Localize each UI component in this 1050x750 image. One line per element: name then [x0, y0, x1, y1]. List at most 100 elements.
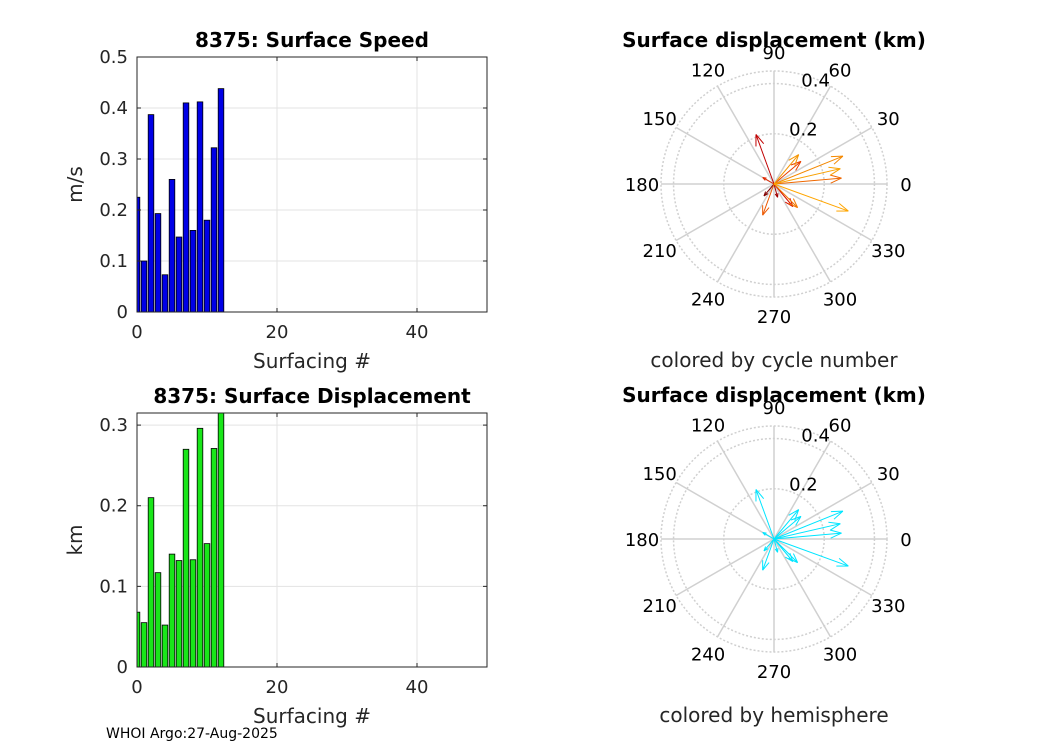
polar-cycle-arrow	[773, 183, 798, 208]
speed-ytick-label: 0.1	[99, 251, 128, 272]
speed-xtick-label: 0	[131, 322, 142, 343]
speed-xtick-label: 20	[266, 322, 289, 343]
polar-cycle-radius-label: 0.4	[801, 71, 830, 92]
polar-cycle-arrow	[773, 183, 779, 198]
displacement-plot-area	[137, 413, 487, 667]
polar-cycle-arrow	[773, 161, 802, 185]
polar-hemisphere-angle-label: 240	[691, 644, 725, 665]
polar-hemisphere-angle-label: 150	[643, 464, 677, 485]
polar-hemisphere-arrow-head	[833, 510, 844, 520]
polar-hemisphere-radius-label: 0.4	[801, 426, 830, 447]
displacement-title: 8375: Surface Displacement	[153, 384, 471, 408]
polar-cycle-arrow	[763, 183, 775, 197]
speed-ytick-label: 0.4	[99, 98, 128, 119]
polar-hemisphere-arrow	[773, 538, 779, 553]
polar-hemisphere-arrow-head	[795, 516, 802, 526]
speed-bar	[203, 219, 211, 313]
polar-hemisphere-title: Surface displacement (km)	[622, 383, 926, 407]
polar-cycle-arrow-head	[785, 201, 794, 207]
displacement-bar	[217, 412, 225, 668]
polar-cycle-caption: colored by cycle number	[650, 348, 898, 372]
polar-cycle-arrow-head	[830, 177, 842, 184]
speed-plot-area	[137, 57, 487, 312]
polar-hemisphere-arrow-head	[785, 556, 794, 562]
speed-ytick-label: 0.3	[99, 149, 128, 170]
polar-cycle-arrow-head	[794, 154, 800, 166]
speed-bar	[147, 114, 155, 313]
polar-hemisphere-arrow-head	[794, 509, 800, 521]
displacement-ylabel: km	[63, 524, 87, 555]
speed-ytick-label: 0.2	[99, 200, 128, 221]
polar-cycle-angle-label: 240	[691, 289, 725, 310]
polar-cycle-arrow-head	[755, 134, 765, 144]
polar-cycle-angle-label: 180	[625, 175, 659, 196]
polar-hemisphere-angle-label: 120	[691, 416, 725, 437]
speed-bar	[217, 88, 225, 313]
polar-hemisphere-angle-label: 30	[877, 464, 900, 485]
displacement-bar	[210, 448, 218, 668]
polar-hemisphere-arrow-head	[788, 509, 799, 516]
polar-hemisphere-caption: colored by hemisphere	[659, 703, 888, 727]
polar-hemisphere-arrow-head	[762, 562, 770, 571]
polar-cycle-arrow-head	[833, 155, 844, 165]
speed-bar	[189, 229, 197, 313]
polar-hemisphere-arrow-head	[828, 521, 841, 525]
polar-cycle-arrow	[762, 183, 775, 216]
displacement-bar	[140, 622, 148, 668]
polar-hemisphere-arrow-head	[762, 532, 766, 536]
displacement-bar	[189, 559, 197, 668]
polar-hemisphere-arrow	[773, 538, 849, 567]
polar-cycle-angle-label: 30	[877, 109, 900, 130]
displacement-bar	[168, 553, 176, 668]
polar-hemisphere-arrow-head	[763, 548, 769, 552]
displacement-ytick-label: 0.3	[99, 415, 128, 436]
polar-cycle-arrow	[773, 155, 844, 185]
polar-cycle-arrow-head	[788, 154, 799, 161]
polar-hemisphere-arrow	[773, 509, 800, 540]
polar-cycle-arrow	[773, 168, 841, 185]
polar-cycle-arrow	[762, 177, 775, 185]
polar-hemisphere-arrow	[755, 489, 775, 540]
polar-hemisphere-arrow	[773, 538, 798, 563]
displacement-xtick-label: 0	[131, 677, 142, 698]
polar-hemisphere-angle-label: 300	[823, 644, 857, 665]
polar-hemisphere-arrow	[773, 532, 842, 540]
polar-cycle-arrow-head	[792, 198, 799, 208]
polar-hemisphere-angle-label: 330	[871, 596, 905, 617]
displacement-ytick-label: 0	[117, 657, 128, 678]
polar-cycle-angle-label: 60	[829, 61, 852, 82]
polar-hemisphere-arrow	[762, 538, 775, 571]
polar-hemisphere-arrow-head	[838, 557, 849, 567]
polar-cycle-arrow-head	[788, 202, 798, 209]
polar-cycle-arrow-head	[838, 202, 849, 212]
speed-bar	[168, 178, 176, 313]
speed-xlabel: Surfacing #	[253, 349, 371, 373]
polar-hemisphere-arrow-head	[792, 553, 799, 563]
polar-cycle-arrow-head	[762, 177, 766, 181]
displacement-ytick-label: 0.1	[99, 576, 128, 597]
speed-bar	[161, 274, 169, 313]
polar-cycle-arrow-head	[763, 193, 769, 197]
speed-bar	[154, 213, 162, 313]
displacement-xtick-label: 40	[406, 677, 429, 698]
displacement-ytick-label: 0.2	[99, 496, 128, 517]
polar-hemisphere-angle-label: 0	[900, 530, 911, 551]
speed-xtick-label: 40	[406, 322, 429, 343]
speed-title: 8375: Surface Speed	[195, 28, 429, 52]
polar-hemisphere-angle-label: 210	[643, 596, 677, 617]
polar-cycle-arrow	[773, 183, 849, 212]
polar-hemisphere-angle-label: 90	[763, 398, 786, 419]
polar-hemisphere-arrow-head	[829, 529, 842, 534]
polar-cycle-arrow-head	[762, 207, 770, 216]
polar-cycle-arrow-head	[829, 168, 841, 176]
speed-ylabel: m/s	[63, 166, 87, 203]
displacement-bar	[147, 497, 155, 668]
polar-hemisphere-angle-label: 180	[625, 530, 659, 551]
polar-hemisphere-arrow-head	[829, 523, 841, 531]
polar-cycle-arrow-head	[763, 191, 767, 197]
polar-cycle-angle-label: 90	[763, 43, 786, 64]
polar-cycle-title: Surface displacement (km)	[622, 28, 926, 52]
displacement-bar	[196, 427, 204, 668]
polar-cycle-arrow	[755, 134, 775, 185]
